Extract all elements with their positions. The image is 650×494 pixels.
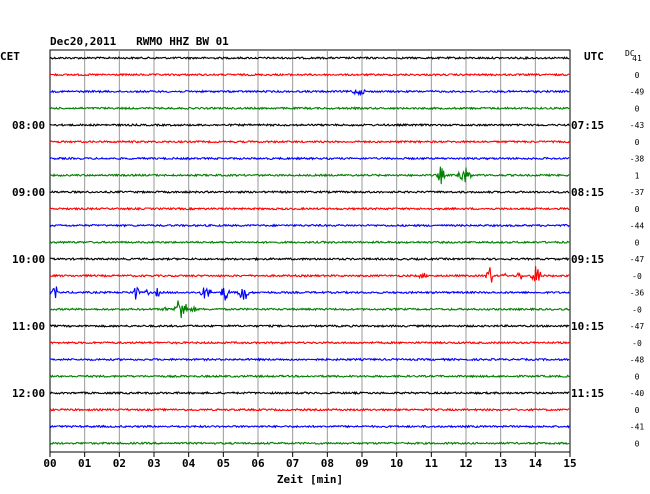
right-hour-label: 10:15 <box>571 320 604 333</box>
dc-offset-value: -36 <box>630 289 645 298</box>
dc-offset-value: 0 <box>635 439 640 448</box>
trace-4 <box>49 122 570 128</box>
dc-offset-value: -0 <box>632 272 642 281</box>
trace-21 <box>49 407 570 412</box>
dc-offset-value: 1 <box>635 171 640 180</box>
dc-offset-value: -44 <box>630 222 645 231</box>
plot-frame <box>49 49 571 453</box>
x-tick-label: 09 <box>355 457 368 470</box>
trace-20 <box>49 390 570 396</box>
left-hour-label: 08:00 <box>12 119 45 132</box>
dc-offset-value: -40 <box>630 389 645 398</box>
trace-0 <box>49 55 570 61</box>
dc-offset-value: 41 <box>632 54 642 63</box>
trace-10 <box>49 223 570 228</box>
trace-18 <box>49 357 570 362</box>
x-tick-label: 13 <box>494 457 507 470</box>
dc-offset-value: -48 <box>630 356 645 365</box>
trace-23 <box>49 441 570 446</box>
trace-7 <box>49 166 570 185</box>
dc-offset-value: 0 <box>635 406 640 415</box>
right-hour-label: 09:15 <box>571 253 604 266</box>
trace-6 <box>49 156 570 161</box>
dc-offset-value: 0 <box>635 238 640 247</box>
x-tick-label: 12 <box>459 457 472 470</box>
x-tick-label: 05 <box>217 457 230 470</box>
trace-8 <box>49 189 570 195</box>
dc-offset-value: 0 <box>635 205 640 214</box>
x-tick-label: 00 <box>43 457 56 470</box>
left-hour-label: 10:00 <box>12 253 45 266</box>
dc-offset-value: -38 <box>630 155 645 164</box>
trace-5 <box>49 139 570 144</box>
plot-grid <box>49 49 571 453</box>
x-tick-label: 06 <box>251 457 265 470</box>
x-tick-label: 04 <box>182 457 196 470</box>
dc-offset-value: -47 <box>630 255 645 264</box>
trace-11 <box>49 240 570 245</box>
left-hour-label: 11:00 <box>12 320 45 333</box>
trace-1 <box>49 72 570 77</box>
dc-offset-value: -49 <box>630 88 645 97</box>
x-tick-label: 11 <box>425 457 439 470</box>
x-tick-label: 08 <box>321 457 334 470</box>
x-axis-title: Zeit [min] <box>277 473 343 486</box>
right-hour-label: 07:15 <box>571 119 604 132</box>
trace-9 <box>49 206 570 211</box>
trace-22 <box>49 424 570 429</box>
x-tick-label: 03 <box>147 457 160 470</box>
trace-16 <box>49 323 570 329</box>
trace-12 <box>49 256 570 262</box>
trace-17 <box>49 340 570 345</box>
seismic-traces <box>49 55 570 446</box>
trace-19 <box>49 374 570 379</box>
x-tick-label: 15 <box>563 457 576 470</box>
right-timezone-label: UTC <box>584 50 604 63</box>
dc-offset-value: -47 <box>630 322 645 331</box>
left-timezone-label: CET <box>0 50 20 63</box>
dc-offset-value: 0 <box>635 138 640 147</box>
dc-offset-value: -0 <box>632 305 642 314</box>
dc-offset-value: -43 <box>630 121 645 130</box>
x-tick-label: 14 <box>529 457 543 470</box>
dc-offset-value: 0 <box>635 104 640 113</box>
left-hour-label: 12:00 <box>12 387 45 400</box>
dc-offset-value: -37 <box>630 188 645 197</box>
dc-offset-header: DC <box>625 49 635 58</box>
trace-15 <box>49 300 570 319</box>
dc-offset-value: 0 <box>635 372 640 381</box>
x-tick-label: 10 <box>390 457 403 470</box>
trace-13 <box>49 266 570 283</box>
left-hour-label: 09:00 <box>12 186 45 199</box>
dc-offset-value: -0 <box>632 339 642 348</box>
dc-offset-value: 0 <box>635 71 640 80</box>
trace-14 <box>49 286 570 301</box>
trace-3 <box>49 106 570 111</box>
right-hour-label: 11:15 <box>571 387 604 400</box>
x-tick-label: 01 <box>78 457 92 470</box>
chart-title: Dec20,2011 RWMO HHZ BW 01 <box>50 35 229 48</box>
x-tick-label: 07 <box>286 457 299 470</box>
x-tick-label: 02 <box>113 457 126 470</box>
dc-offset-value: -41 <box>630 423 645 432</box>
axis-labels: 08:00 09:00 10:00 11:00 12:00 07:15 08:15 09:15… <box>12 54 644 470</box>
right-hour-label: 08:15 <box>571 186 604 199</box>
trace-2 <box>49 88 570 97</box>
